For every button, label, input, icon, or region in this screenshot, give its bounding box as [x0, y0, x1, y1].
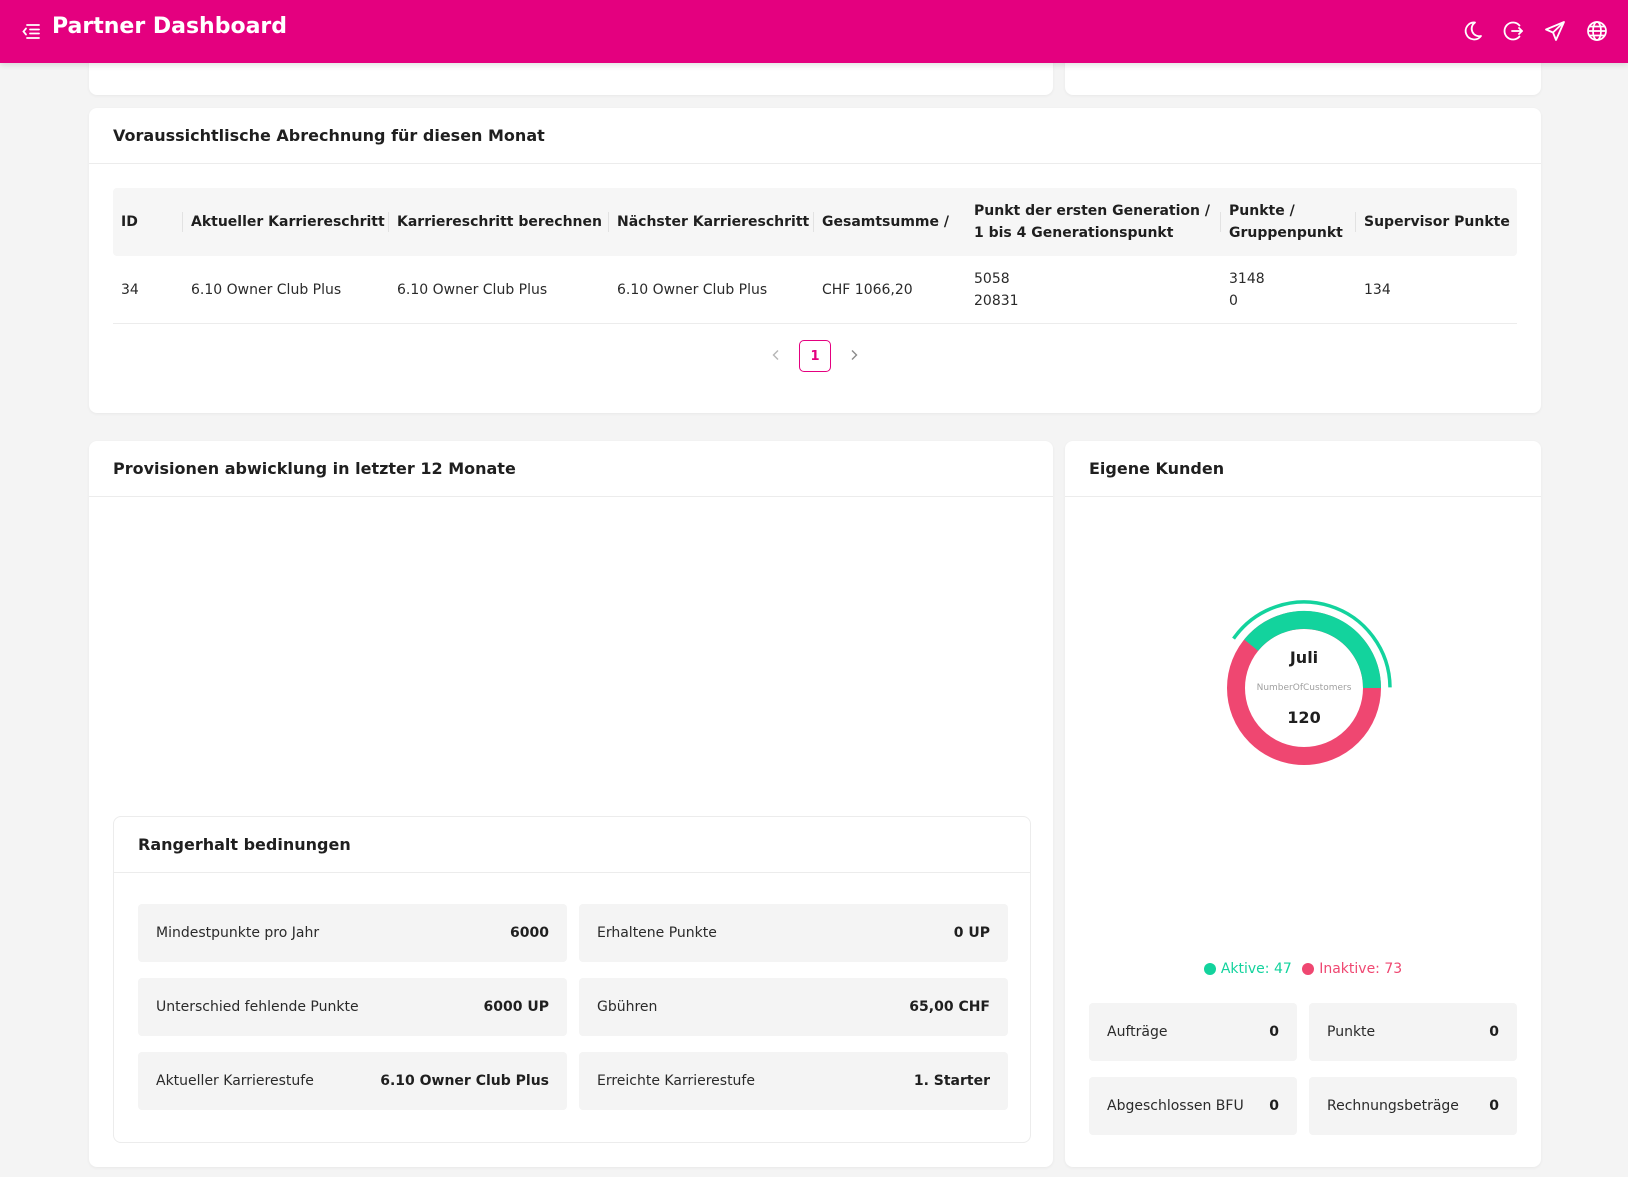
- column-header-label: Supervisor Punkte: [1364, 214, 1510, 230]
- top-bar: Partner Dashboard: [0, 0, 1628, 63]
- globe-icon[interactable]: [1585, 19, 1609, 43]
- donut-active-highlight: [1232, 600, 1392, 688]
- stat-value: 0: [1489, 1024, 1499, 1040]
- cell-value: 6.10 Owner Club Plus: [191, 282, 342, 298]
- donut-total-label: 120: [1287, 708, 1320, 727]
- cell-value: CHF 1066,20: [822, 282, 913, 298]
- column-header: Gesamtsumme /: [813, 188, 967, 256]
- donut-month-label: Juli: [1289, 648, 1318, 667]
- rank-conditions-panel: Rangerhalt bedinungen Mindestpunkte pro …: [113, 816, 1031, 1143]
- table-cell: 134: [1364, 256, 1391, 324]
- menu-fold-icon[interactable]: [22, 22, 40, 40]
- customers-card: Eigene Kunden Juli NumberOfCustomers 120…: [1065, 441, 1541, 1167]
- column-header-label: Aktueller Karriereschritt: [191, 214, 385, 230]
- stat-points: Punkte 0: [1309, 1003, 1517, 1061]
- stat-value: 6000: [510, 925, 549, 941]
- stat-label: Erhaltene Punkte: [597, 925, 717, 941]
- column-header-label: Gesamtsumme /: [822, 214, 950, 230]
- column-header: Punkte / Gruppenpunkt: [1220, 188, 1354, 256]
- column-header: Supervisor Punkte: [1355, 188, 1514, 256]
- chevron-right-icon[interactable]: [847, 348, 861, 362]
- customers-donut-chart: Juli NumberOfCustomers 120: [1227, 600, 1392, 765]
- column-header-label: Punkt der ersten Generation /1 bis 4 Gen…: [974, 203, 1210, 241]
- donut-active-segment: [1244, 611, 1381, 689]
- table-cell: 6.10 Owner Club Plus: [191, 256, 341, 324]
- column-header: Karriereschritt berechnen: [388, 188, 607, 256]
- table-cell: 6.10 Owner Club Plus: [397, 256, 547, 324]
- cell-value: 3148: [1229, 271, 1265, 287]
- column-header-label: Punkte / Gruppenpunkt: [1229, 203, 1343, 241]
- stat-invoice-amounts: Rechnungsbeträge 0: [1309, 1077, 1517, 1135]
- table-cell: 3148 0: [1229, 256, 1265, 324]
- stat-label: Punkte: [1327, 1024, 1376, 1040]
- stat-value: 1. Starter: [913, 1073, 990, 1089]
- stat-value: 6.10 Owner Club Plus: [380, 1073, 549, 1089]
- moon-icon[interactable]: [1460, 19, 1484, 43]
- table-cell: 6.10 Owner Club Plus: [617, 256, 767, 324]
- stat-label: Unterschied fehlende Punkte: [156, 999, 359, 1015]
- customers-title: Eigene Kunden: [1065, 441, 1541, 497]
- column-header-label: Karriereschritt berechnen: [397, 214, 602, 230]
- column-header: Aktueller Karriereschritt: [182, 188, 386, 256]
- table-header: ID Aktueller Karriereschritt Karrieresch…: [113, 188, 1517, 256]
- cell-value: 6.10 Owner Club Plus: [397, 282, 548, 298]
- stat-label: Abgeschlossen BFU: [1107, 1098, 1244, 1114]
- legend-label: Inaktive: 73: [1319, 961, 1403, 977]
- app-title: Partner Dashboard: [52, 14, 288, 39]
- stat-label: Rechnungsbeträge: [1327, 1098, 1459, 1114]
- stat-label: Gbühren: [597, 999, 658, 1015]
- legend-item-inactive[interactable]: Inaktive: 73: [1302, 961, 1402, 977]
- stat-label: Mindestpunkte pro Jahr: [156, 925, 320, 941]
- legend-item-active[interactable]: Aktive: 47: [1203, 961, 1292, 977]
- stat-closed-bfu: Abgeschlossen BFU 0: [1089, 1077, 1297, 1135]
- stat-label: Erreichte Karrierestufe: [597, 1073, 755, 1089]
- send-icon[interactable]: [1543, 19, 1567, 43]
- column-header-label: Nächster Karriereschritt: [617, 214, 810, 230]
- stat-orders: Aufträge 0: [1089, 1003, 1297, 1061]
- stat-value: 0 UP: [953, 925, 990, 941]
- commissions-card: Provisionen abwicklung in letzter 12 Mon…: [89, 441, 1053, 1167]
- stat-fees: Gbühren 65,00 CHF: [579, 978, 1008, 1036]
- logout-icon[interactable]: [1501, 19, 1525, 43]
- cell-value: 6.10 Owner Club Plus: [617, 282, 768, 298]
- stat-value: 6000 UP: [483, 999, 549, 1015]
- stat-received-points: Erhaltene Punkte 0 UP: [579, 904, 1008, 962]
- donut-legend: Aktive: 47 Inaktive: 73: [1065, 961, 1541, 979]
- table-cell: 5058 20831: [974, 256, 1019, 324]
- pagination-page[interactable]: 1: [799, 340, 831, 372]
- stat-value: 65,00 CHF: [909, 999, 990, 1015]
- cell-value: 20831: [974, 293, 1019, 309]
- rank-title: Rangerhalt bedinungen: [114, 817, 1030, 873]
- commissions-title: Provisionen abwicklung in letzter 12 Mon…: [89, 441, 1053, 497]
- chevron-left-icon[interactable]: [769, 348, 783, 362]
- column-header-label: ID: [121, 214, 138, 230]
- billing-card: Voraussichtlische Abrechnung für diesen …: [89, 108, 1541, 413]
- cell-value: 134: [1364, 282, 1391, 298]
- column-header: ID: [121, 188, 181, 256]
- donut-metric-label: NumberOfCustomers: [1257, 683, 1352, 693]
- stat-value: 0: [1489, 1098, 1499, 1114]
- pagination: 1: [89, 340, 1541, 372]
- legend-label: Aktive: 47: [1220, 961, 1292, 977]
- stat-label: Aufträge: [1107, 1024, 1168, 1040]
- column-header: Punkt der ersten Generation /1 bis 4 Gen…: [974, 188, 1219, 256]
- billing-title: Voraussichtlische Abrechnung für diesen …: [89, 108, 1541, 164]
- stat-value: 0: [1269, 1098, 1279, 1114]
- stat-current-level: Aktueller Karrierestufe 6.10 Owner Club …: [138, 1052, 567, 1110]
- cell-value: 34: [121, 282, 139, 298]
- table-cell: 34: [121, 256, 139, 324]
- cell-value: 5058: [974, 271, 1010, 287]
- stat-reached-level: Erreichte Karrierestufe 1. Starter: [579, 1052, 1008, 1110]
- billing-table: ID Aktueller Karriereschritt Karrieresch…: [113, 188, 1517, 324]
- stat-min-points: Mindestpunkte pro Jahr 6000: [138, 904, 567, 962]
- stat-value: 0: [1269, 1024, 1279, 1040]
- stat-label: Aktueller Karrierestufe: [156, 1073, 314, 1089]
- legend-dot-active: [1203, 963, 1216, 975]
- stat-missing-points: Unterschied fehlende Punkte 6000 UP: [138, 978, 567, 1036]
- cell-value: 0: [1229, 293, 1238, 309]
- column-header: Nächster Karriereschritt: [608, 188, 812, 256]
- table-row: 34 6.10 Owner Club Plus 6.10 Owner Club …: [113, 256, 1517, 324]
- legend-dot-inactive: [1302, 963, 1315, 975]
- table-cell: CHF 1066,20: [822, 256, 913, 324]
